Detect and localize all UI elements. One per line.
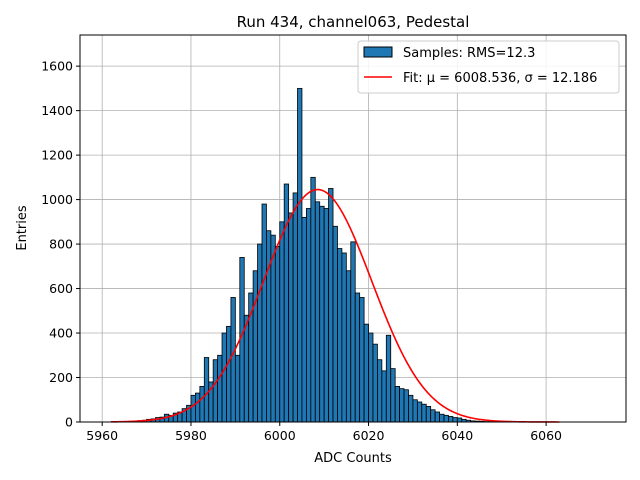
histogram-bar xyxy=(345,270,352,423)
gaussian-fit-curve xyxy=(111,188,560,423)
y-tick-label: 1400 xyxy=(41,103,73,118)
histogram-bar xyxy=(292,192,298,423)
legend-label-samples: Samples: RMS=12.3 xyxy=(403,46,535,61)
histogram-bar xyxy=(195,392,201,423)
histogram-bar xyxy=(341,252,347,423)
histogram-bar xyxy=(257,243,263,423)
histogram-bar xyxy=(377,359,383,423)
histogram-bar xyxy=(425,406,432,423)
histogram-bar xyxy=(381,370,387,423)
histogram-bar xyxy=(226,325,232,423)
histogram-bar xyxy=(399,388,405,423)
histogram-bar xyxy=(230,297,236,423)
y-tick-label: 400 xyxy=(49,326,73,341)
histogram-bar xyxy=(212,359,219,423)
histogram-bar xyxy=(403,389,409,423)
histogram-bar xyxy=(314,201,321,423)
histogram-bar xyxy=(394,386,401,423)
x-axis-title: ADC Counts xyxy=(314,451,392,466)
y-tick-label: 600 xyxy=(49,281,73,296)
legend-label-fit: Fit: μ = 6008.536, σ = 12.186 xyxy=(403,71,597,86)
y-tick-label: 1200 xyxy=(41,148,73,163)
histogram-bar xyxy=(359,297,365,423)
y-axis-title: Entries xyxy=(15,205,30,251)
histogram-bar xyxy=(266,230,272,423)
histogram-bar xyxy=(252,270,258,423)
histogram-bar xyxy=(305,208,312,423)
histogram-bar xyxy=(421,403,427,423)
legend-box xyxy=(357,40,620,94)
histogram-bar xyxy=(430,409,436,423)
histogram-bar xyxy=(221,332,227,423)
histogram-bar xyxy=(297,87,303,423)
histogram-bar xyxy=(372,343,378,423)
histogram-bar xyxy=(234,354,241,423)
legend: Samples: RMS=12.3 Fit: μ = 6008.536, σ =… xyxy=(357,40,620,94)
legend-swatch-samples xyxy=(363,46,393,58)
histogram-bar xyxy=(456,417,463,423)
histogram-bar xyxy=(310,176,316,423)
x-tick-label: 6000 xyxy=(264,428,296,443)
histogram-bar xyxy=(217,354,223,423)
histogram-bar xyxy=(408,394,414,423)
histogram-bar xyxy=(368,332,374,423)
histogram-bar xyxy=(448,416,454,423)
y-tick-label: 1000 xyxy=(41,192,73,207)
axis-ticks: 5960 5980 6000 6020 6040 6060 0 200 400 600 800 100… xyxy=(41,59,562,443)
histogram-bar xyxy=(323,208,329,423)
histogram-bar xyxy=(199,386,205,423)
histogram-bar xyxy=(390,368,396,423)
histogram-bar xyxy=(443,414,449,423)
histogram-bar xyxy=(363,323,369,423)
histogram-bar xyxy=(301,216,307,423)
x-tick-label: 5960 xyxy=(86,428,118,443)
histogram-bar xyxy=(203,357,210,423)
fit-curve-layer xyxy=(111,188,560,423)
histogram-bar xyxy=(412,399,418,423)
histogram-bar xyxy=(385,334,392,423)
histogram-bar xyxy=(434,411,440,423)
histogram-bar xyxy=(337,248,343,423)
x-tick-label: 5980 xyxy=(175,428,207,443)
histogram-bar xyxy=(332,225,338,423)
histogram-bar xyxy=(452,417,458,423)
histogram-bar xyxy=(288,212,294,423)
histogram-bar xyxy=(279,221,285,423)
x-tick-label: 6020 xyxy=(353,428,385,443)
histogram-bar xyxy=(328,188,334,423)
histogram-bar xyxy=(270,234,276,423)
y-tick-label: 0 xyxy=(65,415,73,430)
chart-title: Run 434, channel063, Pedestal xyxy=(237,13,470,31)
plot-area-frame xyxy=(79,34,627,423)
x-tick-label: 6060 xyxy=(530,428,562,443)
y-tick-label: 200 xyxy=(49,370,73,385)
histogram-bar xyxy=(350,241,356,423)
histogram-bar xyxy=(319,205,325,423)
histogram-bar xyxy=(439,413,445,423)
histogram-bar xyxy=(261,203,267,423)
histogram-bar xyxy=(190,394,196,423)
y-tick-label: 800 xyxy=(49,237,73,252)
x-tick-label: 6040 xyxy=(441,428,473,443)
histogram-bar xyxy=(274,245,281,423)
y-tick-label: 1600 xyxy=(41,59,73,74)
histogram-bar xyxy=(243,314,250,423)
histogram-bar xyxy=(416,401,423,423)
histogram-bar xyxy=(354,292,361,423)
histogram-bar xyxy=(283,183,290,423)
